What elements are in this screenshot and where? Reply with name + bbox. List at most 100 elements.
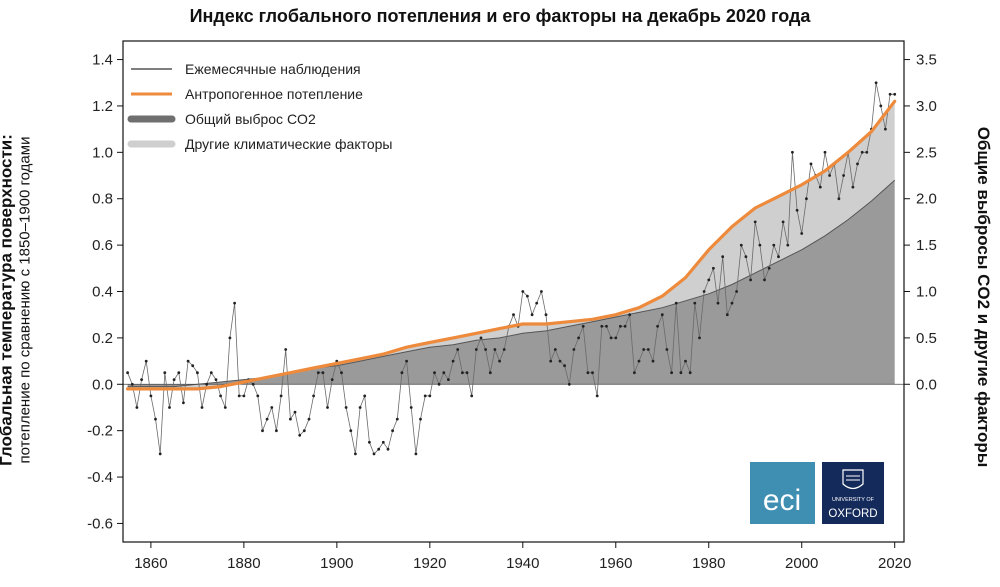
observation-point [595,394,599,398]
observation-point [698,336,701,340]
legend-label-other-forcings: Другие климатические факторы [185,136,393,152]
observation-point [414,452,418,456]
observation-point [809,162,813,166]
observation-point [553,348,557,351]
observation-point [753,220,757,224]
observation-point [451,359,455,363]
observation-point [256,394,260,398]
observation-point [619,324,622,328]
observation-point [651,359,655,363]
observation-point [530,313,534,317]
observation-point [884,127,887,131]
plot-layer [123,81,904,456]
observation-point [391,429,394,433]
observation-point [498,359,501,363]
observation-point [818,185,822,189]
observation-point [665,348,669,351]
x-tick-label: 1880 [227,555,260,572]
observation-point [581,324,585,328]
y-tick-label: 0.2 [92,330,113,347]
observation-point [158,452,162,456]
x-tick-label: 2020 [878,555,911,572]
observation-point [521,290,525,293]
observation-point [358,406,362,409]
observation-point [330,378,334,381]
observation-point [563,364,566,368]
observation-point [228,336,232,340]
observation-point [214,378,218,381]
observation-point [182,401,185,405]
observation-point [233,301,237,305]
x-tick-label: 2000 [785,555,818,572]
observation-point [493,348,497,351]
eci-logo [750,462,815,524]
observation-point [312,394,315,398]
observation-point [200,406,204,409]
anthropogenic-warming-line [126,99,897,391]
observation-point [368,440,371,444]
observation-point [879,104,883,108]
observation-point [721,255,725,259]
x-tick-label: 1980 [692,555,725,572]
observation-point [423,394,427,398]
co2-area [127,180,895,387]
observation-point [433,371,436,375]
observation-point [512,313,515,317]
x-tick-label: 1940 [506,555,539,572]
observation-point [860,150,864,154]
observation-point [660,313,664,317]
observation-point [628,313,632,317]
observation-point [735,290,738,293]
legend-label-co2: Общий выброс CO2 [185,111,316,127]
observation-point [874,81,878,85]
observation-point [730,301,734,305]
observation-point [567,382,571,386]
observation-point [642,348,646,351]
observation-point [279,394,283,398]
observation-point [637,359,641,363]
observation-point [275,429,278,433]
y2-tick-label: 1.0 [916,284,937,301]
chart-title: Индекс глобального потепления и его факт… [189,6,811,26]
observation-point [633,371,636,375]
observation-point [316,371,320,375]
observation-point [456,348,460,351]
observation-point [670,371,673,375]
y2-tick-label: 3.0 [916,98,937,115]
observation-point [237,394,241,398]
observation-point [623,324,627,328]
observation-point [758,243,762,247]
observation-point [344,406,348,409]
observation-point [540,290,543,293]
y-tick-label: 1.0 [92,144,113,161]
observation-point [702,290,706,293]
observation-point [577,336,580,340]
ticks-layer: -0.6 -0.4 -0.2 0.0 0.2 0.4 0.6 0.8 1.0 1.2 1.4 0.0 0… [87,52,937,572]
observation-point [614,336,618,340]
observation-point [302,429,306,433]
observation-point [284,348,288,351]
observation-point [293,410,297,414]
observation-point [474,348,478,351]
observation-point [289,417,292,421]
observation-point [130,382,134,386]
observation-point [349,429,353,433]
observation-point [149,394,153,398]
oxford-logo [822,462,884,524]
observation-point [163,371,167,375]
observation-point [763,278,766,282]
observation-point [381,440,385,444]
observation-point [251,382,255,386]
y-tick-label: -0.6 [87,515,113,532]
observation-point [186,359,190,363]
y-tick-label: 1.2 [92,98,113,115]
observation-point [428,394,432,398]
observation-point [712,266,715,270]
observation-point [223,406,227,409]
observation-point [465,371,469,375]
observation-point [191,364,195,368]
oxford-logo-small-text: UNIVERSITY OF [832,497,875,503]
observation-point [502,348,506,351]
observation-point [177,371,181,375]
y-tick-label: -0.4 [87,469,113,486]
